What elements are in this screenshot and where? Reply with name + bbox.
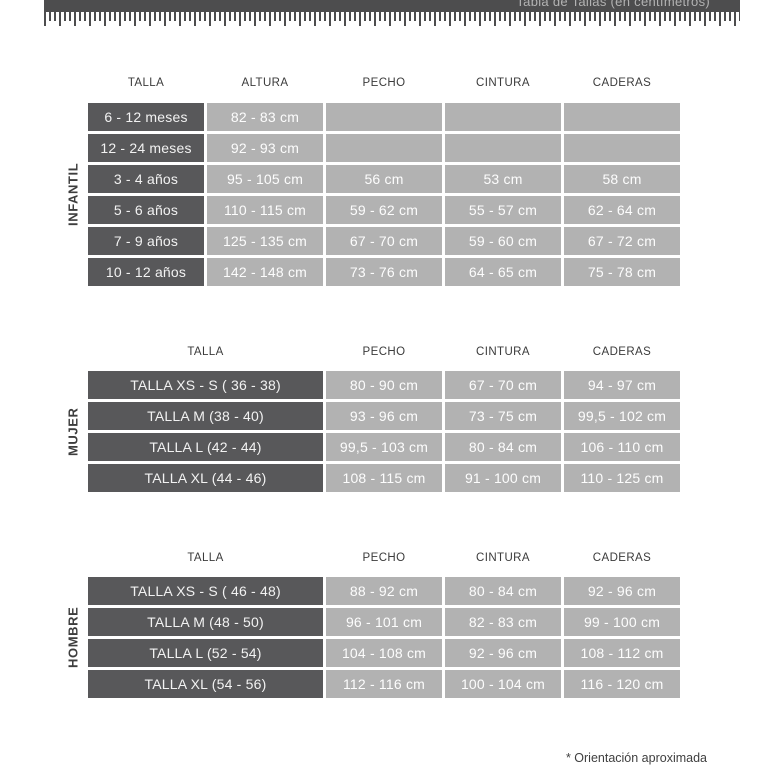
measurement-cell: 104 - 108 cm (326, 639, 442, 667)
size-label-cell: 3 - 4 años (88, 165, 204, 193)
column-header-pecho: PECHO (362, 77, 406, 89)
measurement-cell: 110 - 115 cm (207, 196, 323, 224)
measurement-cell: 99,5 - 102 cm (564, 402, 680, 430)
measurement-cell: 88 - 92 cm (326, 577, 442, 605)
size-label-cell: TALLA L (42 - 44) (88, 433, 323, 461)
size-label-cell: 5 - 6 años (88, 196, 204, 224)
measurement-cell: 112 - 116 cm (326, 670, 442, 698)
size-label-cell: TALLA M (48 - 50) (88, 608, 323, 636)
measurement-cell: 106 - 110 cm (564, 433, 680, 461)
measurement-cell: 82 - 83 cm (207, 103, 323, 131)
measurement-cell: 73 - 76 cm (326, 258, 442, 286)
measurement-cell: 92 - 96 cm (564, 577, 680, 605)
column-header-cintura: CINTURA (476, 552, 530, 564)
measurement-cell: 100 - 104 cm (445, 670, 561, 698)
measurement-cell (445, 134, 561, 162)
measurement-cell: 96 - 101 cm (326, 608, 442, 636)
column-header-row: TALLA PECHO CINTURA CADERAS (88, 344, 680, 360)
column-header-cintura: CINTURA (476, 346, 530, 358)
size-label-cell: 10 - 12 años (88, 258, 204, 286)
column-header-pecho: PECHO (362, 346, 406, 358)
measurement-cell: 108 - 112 cm (564, 639, 680, 667)
size-label-cell: TALLA XL (44 - 46) (88, 464, 323, 492)
size-label-cell: 12 - 24 meses (88, 134, 204, 162)
size-label-cell: TALLA XS - S ( 46 - 48) (88, 577, 323, 605)
measurement-cell: 125 - 135 cm (207, 227, 323, 255)
column-header-row: TALLA PECHO CINTURA CADERAS (88, 550, 680, 566)
column-header-talla: TALLA (187, 552, 224, 564)
measurement-cell: 64 - 65 cm (445, 258, 561, 286)
measurement-cell: 67 - 72 cm (564, 227, 680, 255)
group-label-infantil: INFANTIL (65, 162, 81, 227)
measurement-cell: 116 - 120 cm (564, 670, 680, 698)
column-header-talla: TALLA (127, 77, 165, 89)
table-rows: 6 - 12 meses 82 - 83 cm 12 - 24 meses 92 - … (88, 103, 680, 286)
measurement-cell: 75 - 78 cm (564, 258, 680, 286)
measurement-cell: 82 - 83 cm (445, 608, 561, 636)
measurement-cell: 80 - 84 cm (445, 577, 561, 605)
column-header-row: TALLA ALTURA PECHO CINTURA CADERAS (88, 75, 680, 91)
size-label-cell: TALLA L (52 - 54) (88, 639, 323, 667)
measurement-cell (326, 134, 442, 162)
size-table-mujer: MUJER TALLA PECHO CINTURA CADERAS TALLA XS … (66, 344, 680, 492)
measurement-cell: 80 - 90 cm (326, 371, 442, 399)
size-label-cell: 6 - 12 meses (88, 103, 204, 131)
measurement-cell: 53 cm (445, 165, 561, 193)
column-header-caderas: CADERAS (592, 552, 652, 564)
group-label-hombre: HOMBRE (65, 606, 81, 669)
measurement-cell: 108 - 115 cm (326, 464, 442, 492)
column-header-caderas: CADERAS (592, 77, 652, 89)
measurement-cell: 59 - 60 cm (445, 227, 561, 255)
group-label-mujer: MUJER (65, 407, 81, 456)
measurement-cell: 95 - 105 cm (207, 165, 323, 193)
measurement-cell: 62 - 64 cm (564, 196, 680, 224)
measurement-cell: 99,5 - 103 cm (326, 433, 442, 461)
measurement-cell: 58 cm (564, 165, 680, 193)
table-rows: TALLA XS - S ( 46 - 48) 88 - 92 cm 80 - 84… (88, 577, 680, 698)
ruler-graphic (44, 12, 740, 28)
size-label-cell: 7 - 9 años (88, 227, 204, 255)
column-header-pecho: PECHO (362, 552, 406, 564)
title-bar: Tabla de Tallas (en centímetros) (44, 0, 740, 12)
measurement-cell: 142 - 148 cm (207, 258, 323, 286)
measurement-cell (326, 103, 442, 131)
measurement-cell: 67 - 70 cm (445, 371, 561, 399)
column-header-caderas: CADERAS (592, 346, 652, 358)
measurement-cell: 110 - 125 cm (564, 464, 680, 492)
measurement-cell: 73 - 75 cm (445, 402, 561, 430)
measurement-cell: 92 - 93 cm (207, 134, 323, 162)
measurement-cell: 93 - 96 cm (326, 402, 442, 430)
size-label-cell: TALLA XS - S ( 36 - 38) (88, 371, 323, 399)
measurement-cell (445, 103, 561, 131)
size-table-hombre: HOMBRE TALLA PECHO CINTURA CADERAS TALLA XS… (66, 550, 680, 698)
measurement-cell: 91 - 100 cm (445, 464, 561, 492)
column-header-cintura: CINTURA (476, 77, 530, 89)
size-label-cell: TALLA M (38 - 40) (88, 402, 323, 430)
measurement-cell (564, 134, 680, 162)
table-rows: TALLA XS - S ( 36 - 38) 80 - 90 cm 67 - 70… (88, 371, 680, 492)
measurement-cell: 67 - 70 cm (326, 227, 442, 255)
page-title: Tabla de Tallas (en centímetros) (516, 0, 710, 9)
measurement-cell: 80 - 84 cm (445, 433, 561, 461)
size-label-cell: TALLA XL (54 - 56) (88, 670, 323, 698)
measurement-cell: 56 cm (326, 165, 442, 193)
measurement-cell: 55 - 57 cm (445, 196, 561, 224)
measurement-cell: 94 - 97 cm (564, 371, 680, 399)
approximation-note: * Orientación aproximada (565, 751, 707, 765)
size-table-infantil: INFANTIL TALLA ALTURA PECHO CINTURA CADERAS … (66, 75, 680, 286)
measurement-cell: 99 - 100 cm (564, 608, 680, 636)
measurement-cell (564, 103, 680, 131)
column-header-altura: ALTURA (241, 77, 289, 89)
measurement-cell: 92 - 96 cm (445, 639, 561, 667)
measurement-cell: 59 - 62 cm (326, 196, 442, 224)
column-header-talla: TALLA (187, 346, 224, 358)
